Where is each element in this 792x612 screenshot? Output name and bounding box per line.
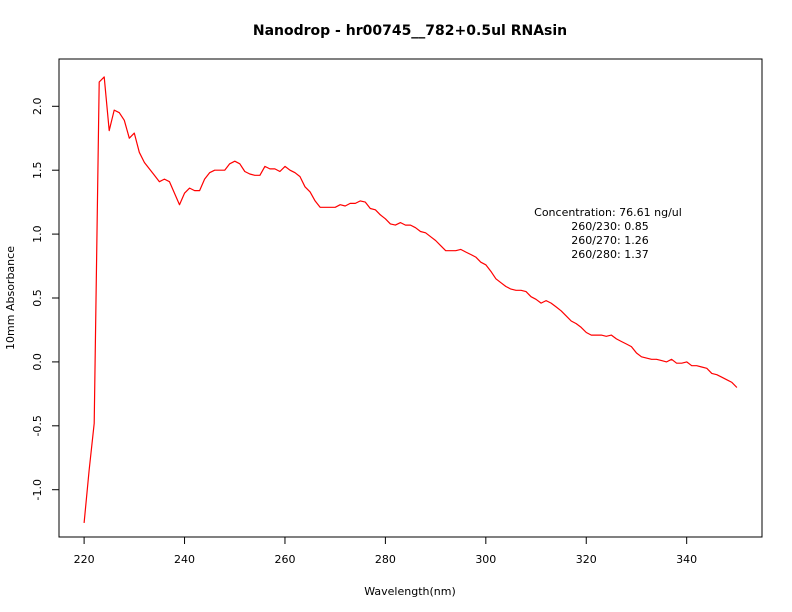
y-tick-label: 1.5	[31, 161, 44, 179]
x-tick-label: 340	[676, 553, 697, 566]
annotation-ratio-260-230: 260/230: 0.85	[571, 220, 648, 233]
y-axis-label: 10mm Absorbance	[4, 246, 17, 350]
plot-frame	[58, 58, 763, 538]
x-tick-label: 300	[475, 553, 496, 566]
x-axis-label: Wavelength(nm)	[364, 585, 456, 598]
series-layer	[83, 76, 738, 523]
annotation-concentration: Concentration: 76.61 ng/ul	[534, 206, 682, 219]
annotation-ratio-260-280: 260/280: 1.37	[571, 248, 648, 261]
y-axis: -1.0 -0.5 0.0 0.5 1.0 1.5 2.0	[31, 98, 60, 500]
x-tick-label: 260	[274, 553, 295, 566]
annotation-ratio-260-270: 260/270: 1.26	[571, 234, 648, 247]
x-tick-label: 220	[74, 553, 95, 566]
x-axis: 220 240 260 280 300 320 340	[74, 536, 697, 566]
x-tick-label: 280	[375, 553, 396, 566]
x-tick-label: 320	[576, 553, 597, 566]
y-tick-label: 1.0	[31, 225, 44, 243]
y-tick-label: 0.0	[31, 353, 44, 371]
x-tick-label: 240	[174, 553, 195, 566]
annotation-block: Concentration: 76.61 ng/ul 260/230: 0.85…	[534, 206, 682, 261]
chart-title: Nanodrop - hr00745__782+0.5ul RNAsin	[253, 23, 567, 39]
y-tick-label: -0.5	[31, 415, 44, 436]
y-tick-label: 2.0	[31, 98, 44, 116]
absorbance-series-line	[83, 76, 738, 523]
y-tick-label: -1.0	[31, 479, 44, 500]
y-tick-label: 0.5	[31, 289, 44, 307]
